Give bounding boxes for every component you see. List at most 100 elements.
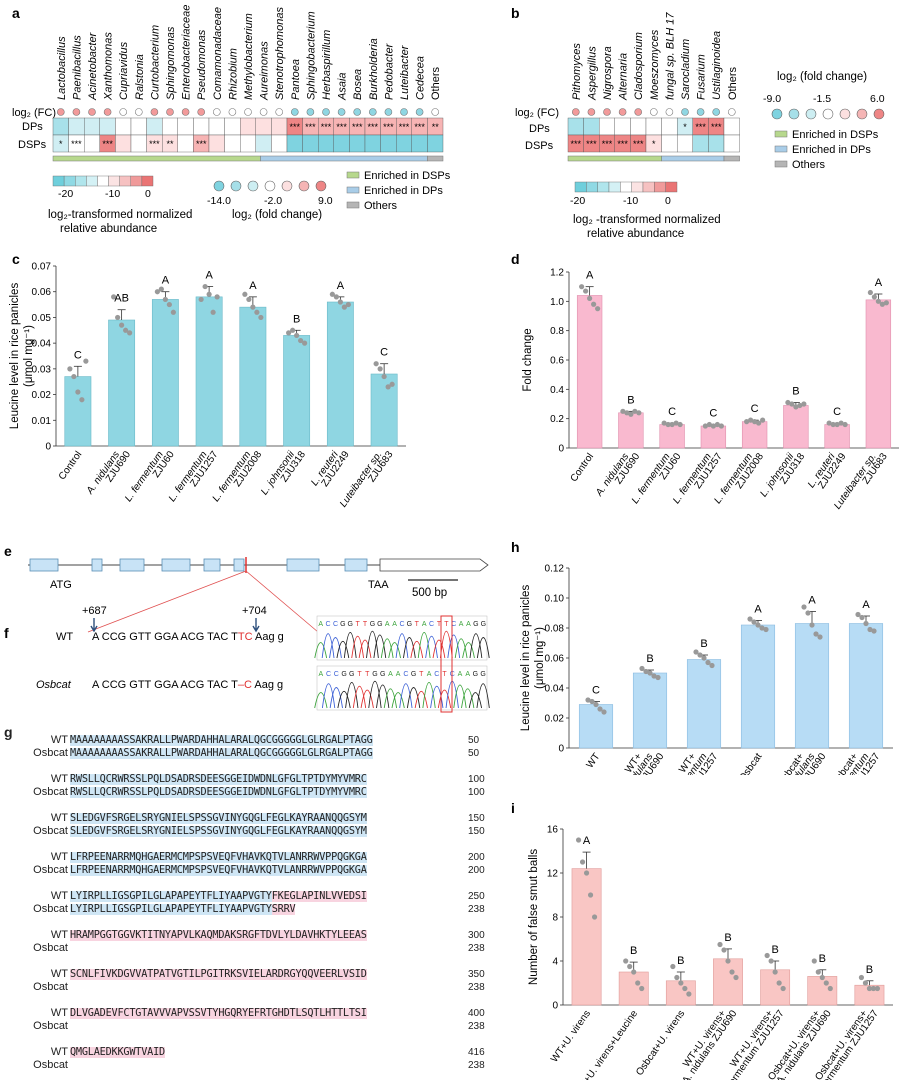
data-point (809, 622, 815, 628)
significance-letter: C (74, 349, 82, 361)
data-point (780, 985, 786, 992)
significance-letter: A (862, 599, 870, 611)
fc-circle (259, 108, 268, 116)
data-point (579, 859, 586, 865)
bar (239, 306, 267, 447)
peak (430, 685, 444, 709)
residue-counts: 416 238 (468, 1047, 485, 1071)
colorbar-swatch (108, 175, 120, 187)
significance-stars: *** (695, 122, 706, 132)
wt-sequence: DLVGADEVFCTGTAVVVAPVSSVTYHGQRYEFRTGHDTLS… (70, 1008, 367, 1019)
osbcat-row-label: Osbcat (33, 786, 68, 798)
osbcat-row-label: Osbcat (33, 747, 68, 759)
panel-c-bar-chart: c 0 0.01 0.02 0.03 0.04 0.05 0.06 0.07 Leucine l… (9, 251, 406, 509)
bar (824, 424, 850, 449)
taxon-label: Xanthomonas (103, 32, 115, 101)
y-tick-label: 0.12 (545, 564, 565, 575)
data-point (575, 837, 582, 843)
residue-counts: 200 200 (468, 852, 485, 876)
y-tick-label: 0.07 (32, 262, 52, 273)
data-point (591, 301, 597, 307)
data-point (793, 404, 799, 410)
panel-b-fc-tick: -1.5 (813, 93, 831, 105)
taxon-label: Sphingobacterium (305, 11, 317, 100)
heatmap-cell (115, 117, 132, 136)
data-point (677, 421, 683, 428)
taxon-label: Moeszomyces (649, 29, 661, 100)
taxon-label: fungal sp. BLH 17 (664, 12, 676, 100)
data-point (776, 980, 782, 986)
significance-letter: C (751, 403, 759, 415)
taxon-label: Alternaria (618, 53, 630, 101)
osbcat-sequence: RWSLLQCRWRSSLPQLDSADRSDEESGGEIDWDNLGFGLT… (70, 787, 367, 798)
data-point (632, 408, 638, 414)
alignment-row: WT Osbcat LYIRPLLIGSGPILGLAPAPEYTFLIYAAPVG… (0, 890, 540, 924)
data-point (246, 296, 252, 303)
data-point (760, 417, 766, 423)
data-point (345, 301, 351, 308)
heatmap-cell (630, 117, 647, 136)
peak (425, 635, 438, 659)
fc-circle (634, 108, 642, 116)
wt-sequence: A CCG GTT GGA ACG TAC TTC Aag g (92, 631, 284, 643)
y-tick-label: 0.4 (550, 385, 564, 396)
data-point (111, 294, 117, 300)
heatmap-cell (614, 117, 631, 136)
data-point (744, 419, 750, 425)
data-point (214, 294, 220, 300)
panel-g-sequence-alignment: g WT Osbcat MAAAAAAAASSAKRALLPWARDAHHALARA… (0, 724, 540, 1079)
y-tick-label: 0.10 (545, 594, 565, 605)
data-point (823, 980, 829, 986)
y-tick-label: 0.04 (545, 684, 565, 695)
fc-circle (166, 108, 174, 116)
taxon-label: Others (430, 66, 442, 100)
fc-circle (384, 108, 393, 116)
osbcat-sequence: LYIRPLLIGSGPILGLAPAPEYTFLIYAAPVGTYSRRV (70, 904, 296, 915)
wt-row-label: WT (50, 1046, 68, 1058)
data-point (210, 309, 216, 315)
heatmap-cell (115, 134, 132, 153)
fc-circle (306, 108, 315, 116)
y-tick-label: 0 (558, 444, 564, 455)
data-point (697, 652, 703, 658)
data-point (747, 616, 753, 622)
data-point (655, 674, 661, 681)
panel-b-heatmap-grid: *** *** *** *** *** ** *** *** (567, 117, 740, 153)
panel-h-letter: h (511, 540, 520, 555)
data-point (789, 401, 795, 407)
category-label: Osbcat+U. virens (634, 1008, 687, 1077)
wt-row-label: WT (50, 812, 68, 824)
taxon-label: Herbaspirillum (321, 30, 333, 100)
data-point (198, 296, 204, 303)
wt-sequence: LFRPEENARRMQHGAERMCMPSPSVEQFVHAVKQTVLANR… (70, 852, 367, 863)
panel-b-row-dsps: DSPs (525, 140, 554, 152)
category-label: Control (57, 449, 85, 482)
panel-b-fc-tick: -9.0 (763, 93, 781, 105)
panel-a-row-dps: DPs (22, 121, 43, 133)
panel-b-fc-title: log₂ (fold change) (777, 71, 867, 83)
heatmap-cell (177, 117, 194, 136)
data-point (595, 306, 601, 312)
base-call: G (473, 671, 478, 678)
panel-a-fc-scale (213, 180, 327, 192)
alignment-sequences: DLVGADEVFCTGTAVVVAPVSSVTYHGQRYEFRTGHDTLS… (70, 1007, 367, 1033)
panel-a-fc-tick: -2.0 (264, 195, 282, 207)
significance-letter: AB (114, 293, 129, 305)
significance-letter: B (646, 653, 653, 665)
panel-a-colorbar-tick: -10 (105, 188, 120, 200)
fc-circle (696, 108, 705, 116)
bar (700, 425, 727, 449)
taxon-label: Ralstonia (134, 54, 146, 100)
heatmap-cell (83, 117, 100, 136)
panel-a-group-bars (52, 155, 444, 162)
data-point (639, 985, 645, 992)
osbcat-sequence (70, 942, 367, 955)
data-point (751, 619, 757, 625)
panel-a-colorbar-tick: -20 (58, 188, 73, 200)
significance-stars: *** (102, 139, 113, 149)
significance-letter: A (583, 835, 591, 847)
data-point (206, 291, 212, 297)
panel-c-letter: c (12, 251, 20, 267)
base-call: G (372, 671, 377, 678)
fc-scale-circle (771, 108, 783, 120)
